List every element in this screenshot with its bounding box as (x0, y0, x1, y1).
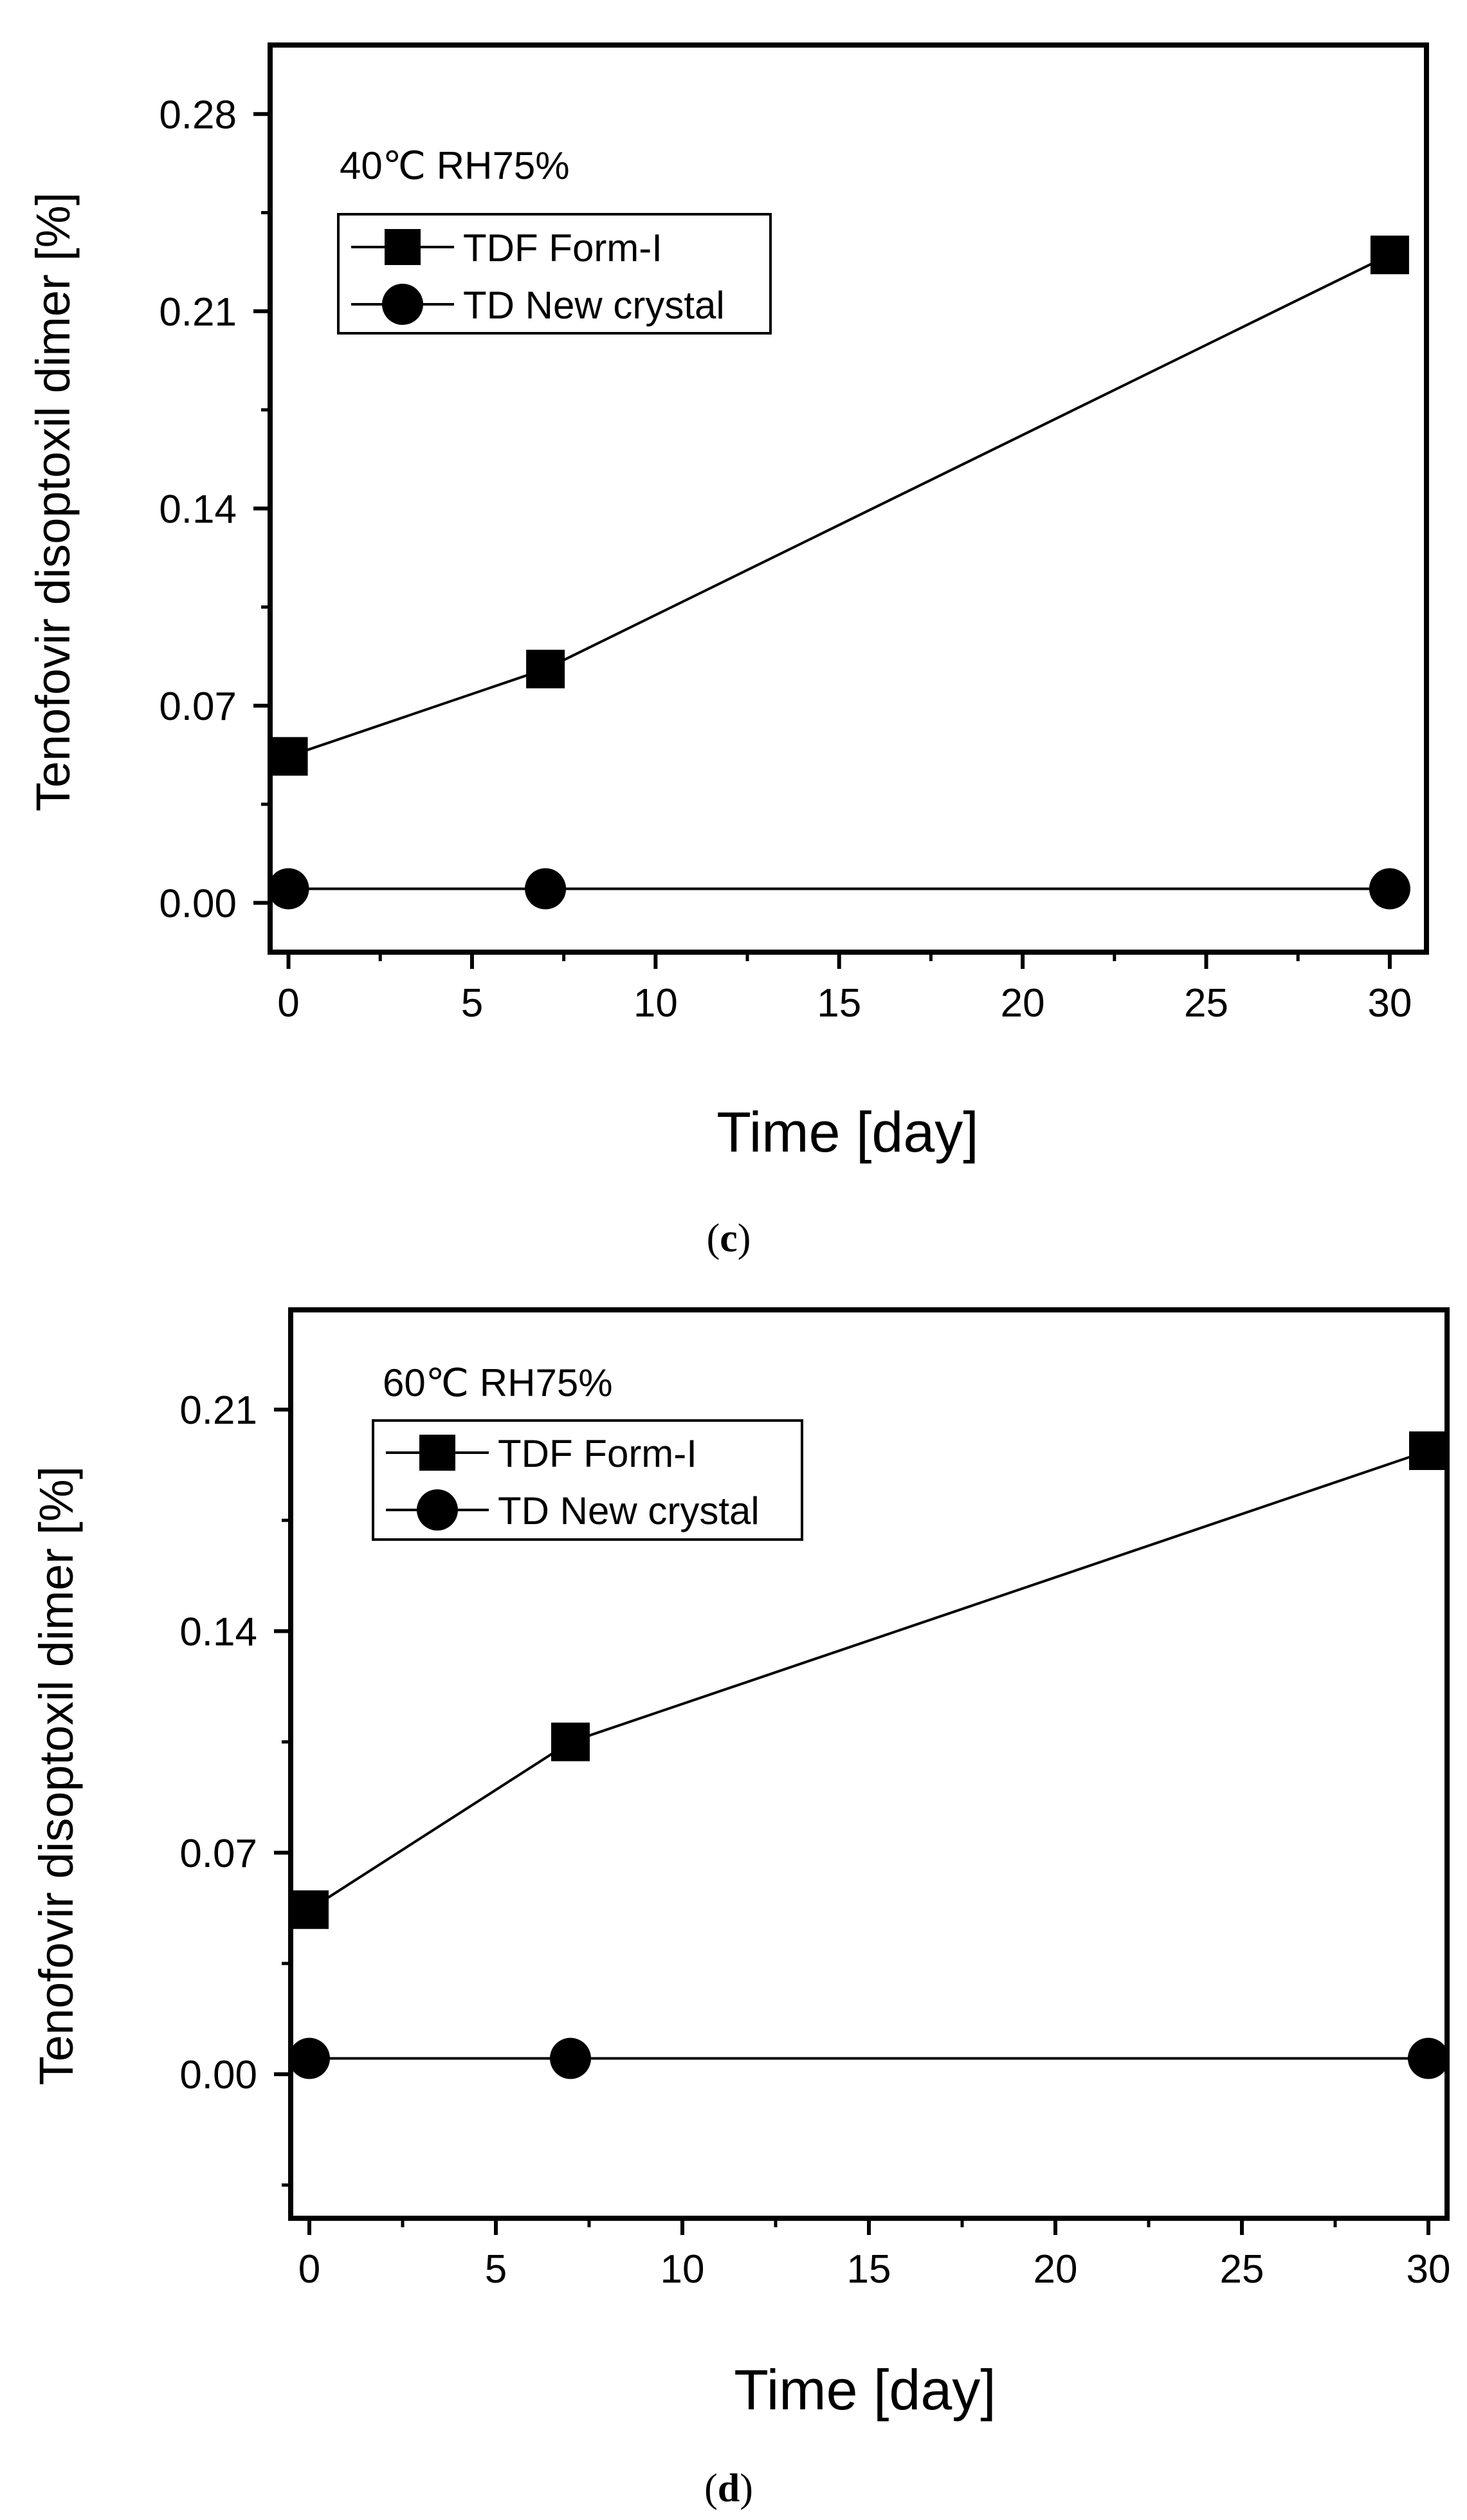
panel-caption-d: (d) (704, 2467, 753, 2510)
data-point-circle (1369, 868, 1410, 910)
legend-label-tdf-form-i: TDF Form-I (463, 226, 662, 270)
x-tick-label: 30 (1407, 2247, 1451, 2292)
tick-labels: 0 5 10 15 20 25 30 0.00 0.07 0.14 0.21 (179, 1388, 1450, 2292)
panel-caption-letter-d: d (718, 2467, 740, 2510)
data-point-circle (268, 868, 309, 910)
x-tick-label: 20 (1034, 2247, 1078, 2292)
legend-marker-circle (382, 284, 423, 325)
y-axis-label: Tenofovir disoptoxil dimer [%] (26, 192, 80, 811)
x-tick-label: 15 (817, 981, 861, 1025)
panel-caption-c: (c) (707, 1217, 751, 1260)
series-markers (268, 235, 1410, 910)
legend: TDF Form-I TD New crystal (337, 213, 772, 335)
legend-label-td-new-crystal: TD New crystal (463, 284, 725, 327)
plot-frame (268, 42, 1429, 955)
y-tick-label: 0.21 (159, 290, 237, 335)
y-tick-label: 0.07 (179, 1832, 257, 1876)
legend-label-tdf-form-i: TDF Form-I (498, 1432, 697, 1475)
y-axis-label: Tenofovir disoptoxil dimer [%] (30, 1466, 83, 2085)
x-tick-label: 0 (298, 2247, 320, 2292)
data-point-circle (550, 2037, 591, 2079)
data-point-square (551, 1722, 590, 1761)
series-lines (287, 253, 1390, 890)
y-tick-label: 0.14 (179, 1610, 257, 1654)
annotation-text: 60℃ RH75% (383, 1361, 613, 1404)
chart-panel-c: 0 5 10 15 20 25 30 0.00 0.07 0.14 0.21 0.28 40℃ RH7… (26, 42, 1429, 1260)
legend-label-td-new-crystal: TD New crystal (498, 1489, 760, 1532)
x-tick-label: 0 (277, 981, 299, 1025)
data-point-square (1409, 1431, 1448, 1470)
y-tick-label: 0.21 (179, 1388, 257, 1433)
x-tick-label: 5 (485, 2247, 507, 2292)
legend-marker-square (419, 1435, 455, 1471)
tick-labels: 0 5 10 15 20 25 30 0.00 0.07 0.14 0.21 0.28 (159, 93, 1412, 1025)
legend-marker-circle (417, 1489, 458, 1531)
x-tick-label: 10 (661, 2247, 705, 2292)
chart-panel-d: 0 5 10 15 20 25 30 0.00 0.07 0.14 0.21 60℃ RH75% T… (30, 1307, 1450, 2510)
data-point-square (1370, 235, 1409, 275)
x-tick-label: 15 (847, 2247, 891, 2292)
x-tick-label: 30 (1367, 981, 1412, 1025)
x-tick-label: 25 (1220, 2247, 1264, 2292)
y-tick-label: 0.00 (179, 2053, 257, 2097)
y-tick-label: 0.14 (159, 487, 237, 531)
panel-caption-letter-c: c (720, 1217, 738, 1260)
x-tick-label: 20 (1001, 981, 1045, 1025)
x-tick-label: 25 (1184, 981, 1228, 1025)
tick-marks (253, 112, 1392, 969)
data-point-square (290, 1890, 329, 1929)
legend: TDF Form-I TD New crystal (372, 1419, 803, 1541)
x-axis-label: Time [day] (734, 2358, 996, 2422)
data-point-circle (289, 2037, 330, 2079)
series-markers (289, 1431, 1449, 2079)
x-tick-label: 5 (461, 981, 483, 1025)
x-tick-label: 10 (633, 981, 678, 1025)
data-point-square (269, 737, 308, 776)
y-tick-label: 0.07 (159, 685, 237, 729)
series-lines (308, 1449, 1429, 2060)
tick-marks (274, 1407, 1430, 2235)
y-tick-label: 0.28 (159, 93, 237, 137)
data-point-circle (1408, 2037, 1449, 2079)
data-point-circle (525, 868, 567, 910)
y-tick-label: 0.00 (159, 881, 237, 926)
annotation-text: 40℃ RH75% (340, 144, 570, 187)
x-axis-label: Time [day] (716, 1100, 979, 1164)
data-point-square (526, 649, 565, 688)
legend-marker-square (385, 229, 421, 265)
